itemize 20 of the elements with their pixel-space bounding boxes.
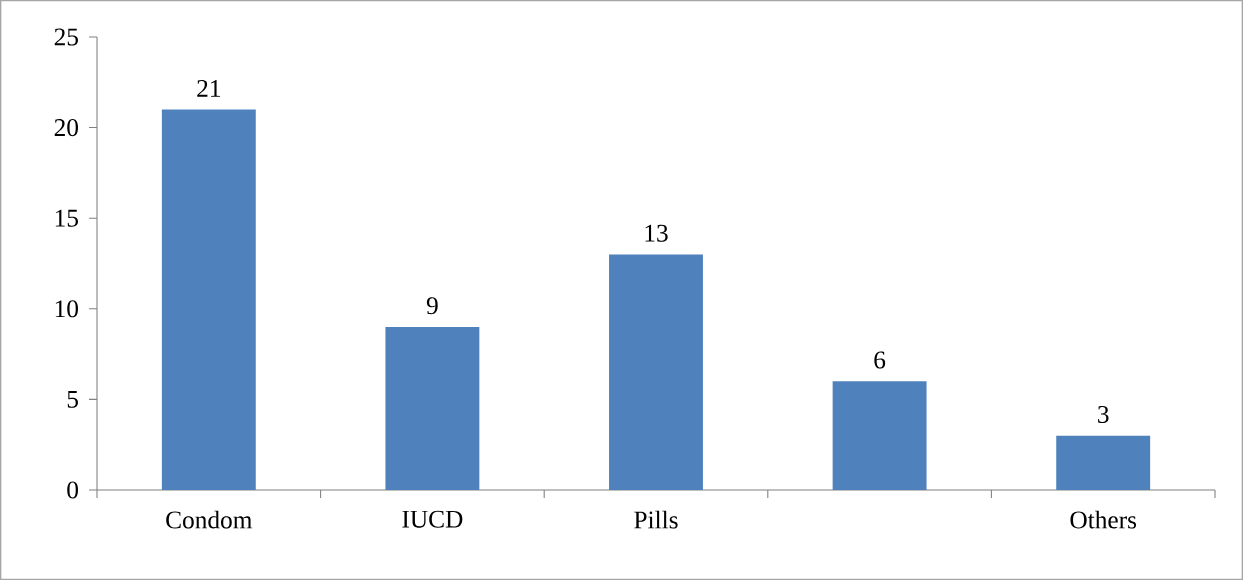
data-label: 9: [426, 297, 438, 315]
bar: [1056, 435, 1151, 490]
data-label: 3: [1098, 405, 1109, 423]
bar: [161, 109, 256, 490]
x-tick-label: Condom: [166, 510, 253, 529]
bar: [609, 254, 703, 490]
bar: [832, 381, 927, 490]
x-tick-label: Others: [1070, 510, 1137, 529]
y-tick-label: 25: [54, 28, 78, 46]
y-tick-label: 0: [67, 481, 78, 499]
data-label: 21: [197, 79, 220, 97]
bar: [385, 326, 480, 490]
x-tick-label: IUCD: [402, 510, 463, 528]
y-tick-label: 5: [67, 390, 78, 408]
y-tick-label: 15: [55, 209, 78, 227]
y-tick-label: 10: [55, 300, 78, 318]
data-label: 13: [645, 224, 668, 242]
x-tick-label: Pills: [634, 510, 678, 529]
y-tick-label: 20: [54, 119, 78, 137]
data-label: 6: [874, 351, 886, 369]
